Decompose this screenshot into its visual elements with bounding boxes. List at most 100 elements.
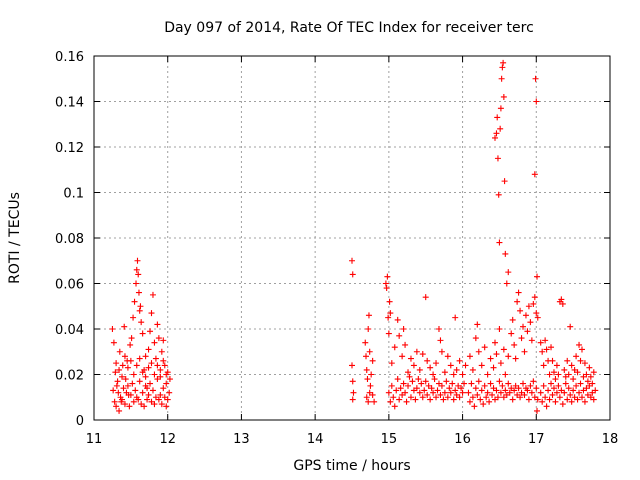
data-point [590,369,597,376]
data-point [539,348,546,355]
data-point [160,337,167,344]
data-point [430,371,437,378]
data-point [532,75,539,82]
data-point [511,387,518,394]
data-point [533,385,540,392]
data-point [465,389,472,396]
data-points [109,59,599,414]
data-point [440,396,447,403]
data-point [499,382,506,389]
data-point [462,362,469,369]
data-point [407,355,414,362]
data-point [552,398,559,405]
data-point [542,337,549,344]
data-point [110,387,117,394]
x-tick-label: 16 [454,432,471,447]
y-tick-label: 0.12 [55,141,84,156]
data-point [550,385,557,392]
data-point [568,398,575,405]
data-point [559,300,566,307]
data-point [121,401,128,408]
data-point [397,385,404,392]
data-point [151,401,158,408]
data-point [481,382,488,389]
data-point [441,389,448,396]
data-point [387,310,394,317]
data-point [428,385,435,392]
data-point [578,394,585,401]
data-point [136,378,143,385]
data-point [567,391,574,398]
data-point [501,178,508,185]
data-point [161,362,168,369]
data-point [581,398,588,405]
data-point [437,391,444,398]
data-point [564,357,571,364]
data-point [367,382,374,389]
data-point [399,353,406,360]
data-point [493,387,500,394]
chart-title: Day 097 of 2014, Rate Of TEC Index for r… [164,20,534,36]
data-point [586,364,593,371]
data-point [494,394,501,401]
data-point [134,257,141,264]
data-point [390,394,397,401]
data-point [520,323,527,330]
x-tick-label: 14 [307,432,324,447]
data-point [133,362,140,369]
data-point [502,387,509,394]
data-point [136,307,143,314]
data-point [514,298,521,305]
data-point [500,59,507,66]
data-point [469,394,476,401]
data-point [497,105,504,112]
data-point [453,366,460,373]
x-tick-label: 11 [86,432,103,447]
data-point [548,380,555,387]
data-point [409,378,416,385]
data-point [452,314,459,321]
data-point [386,298,393,305]
data-point [405,382,412,389]
data-point [160,357,167,364]
data-point [497,125,504,132]
data-point [396,332,403,339]
data-point [116,407,123,414]
data-point [400,380,407,387]
data-point [363,353,370,360]
data-point [166,376,173,383]
data-point [416,366,423,373]
data-point [130,314,137,321]
data-point [385,389,392,396]
y-tick-label: 0 [76,414,84,429]
data-point [424,357,431,364]
data-point [137,303,144,310]
data-point [577,357,584,364]
data-point [142,373,149,380]
data-point [564,396,571,403]
data-point [394,376,401,383]
data-point [520,380,527,387]
data-point [127,391,134,398]
data-point [503,280,510,287]
data-point [433,360,440,367]
data-point [497,389,504,396]
data-point [576,389,583,396]
data-point [515,385,522,392]
data-point [484,371,491,378]
data-point [349,396,356,403]
data-point [489,391,496,398]
data-point [113,360,120,367]
data-point [534,314,541,321]
data-point [388,382,395,389]
data-point [142,353,149,360]
data-point [505,353,512,360]
y-tick-label: 0.1 [63,187,84,202]
data-point [553,389,560,396]
data-point [450,371,457,378]
data-point [127,341,134,348]
data-point [437,337,444,344]
data-point [527,319,534,326]
